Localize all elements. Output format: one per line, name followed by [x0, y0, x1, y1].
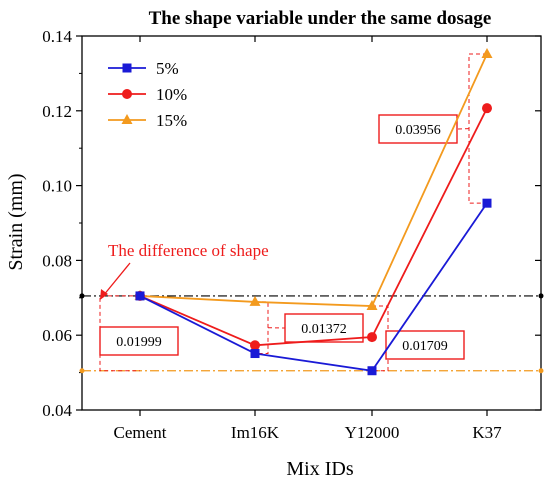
y-tick-label: 0.12	[42, 102, 72, 121]
difference-label: The difference of shape	[108, 241, 269, 260]
series-line	[139, 202, 488, 372]
difference-annotation: 0.01372	[255, 301, 364, 355]
legend: 5% 10% 15%	[108, 59, 187, 130]
data-point	[121, 114, 133, 124]
reference-line-end	[538, 368, 544, 374]
x-tick-label: Im16K	[231, 423, 280, 442]
series-15pct	[134, 47, 493, 311]
data-point	[135, 291, 145, 301]
difference-value: 0.03956	[395, 123, 441, 138]
difference-box	[378, 114, 458, 144]
reference-line-end	[538, 293, 544, 299]
x-tick-label: Cement	[114, 423, 167, 442]
series-line	[139, 53, 488, 307]
difference-value: 0.01372	[301, 322, 347, 337]
legend-label: 5%	[156, 59, 179, 78]
data-point	[367, 332, 377, 343]
difference-box	[99, 326, 179, 356]
legend-item: 15%	[108, 111, 187, 130]
y-tick-label: 0.06	[42, 326, 72, 345]
data-point	[250, 349, 260, 359]
x-axis-label: Mix IDs	[286, 458, 353, 480]
data-point	[481, 47, 493, 58]
difference-annotation: 0.03956	[378, 53, 487, 204]
difference-arrowhead	[100, 289, 108, 300]
data-point	[482, 198, 492, 208]
x-tick-label: K37	[472, 423, 502, 442]
reference-line-end	[79, 368, 85, 374]
y-tick-label: 0.14	[42, 27, 72, 46]
data-point	[366, 300, 378, 311]
legend-item: 10%	[108, 85, 187, 104]
data-point	[250, 340, 260, 351]
legend-label: 10%	[156, 85, 187, 104]
series-5pct	[135, 198, 492, 376]
data-point	[122, 63, 132, 73]
difference-value: 0.01999	[116, 335, 162, 350]
series-line	[139, 107, 488, 347]
legend-label: 15%	[156, 111, 187, 130]
y-tick-label: 0.04	[42, 401, 72, 420]
y-axis-label: Strain (mm)	[5, 173, 27, 270]
y-tick-label: 0.10	[42, 177, 72, 196]
difference-annotation: 0.01999	[99, 295, 179, 372]
data-point	[367, 366, 377, 376]
difference-annotation: 0.01709	[372, 305, 465, 372]
data-point	[122, 89, 132, 99]
legend-item: 5%	[108, 59, 179, 78]
y-tick-label: 0.08	[42, 251, 72, 270]
data-point	[249, 295, 261, 306]
x-tick-label: Y12000	[345, 423, 400, 442]
difference-box	[284, 313, 364, 343]
chart-title: The shape variable under the same dosage	[149, 8, 492, 29]
difference-arrow	[102, 262, 131, 297]
difference-bracket	[468, 53, 487, 204]
difference-bracket	[372, 305, 389, 372]
data-point	[482, 103, 492, 114]
difference-box	[385, 330, 465, 360]
difference-value: 0.01709	[402, 339, 448, 354]
reference-line-end	[79, 293, 85, 299]
